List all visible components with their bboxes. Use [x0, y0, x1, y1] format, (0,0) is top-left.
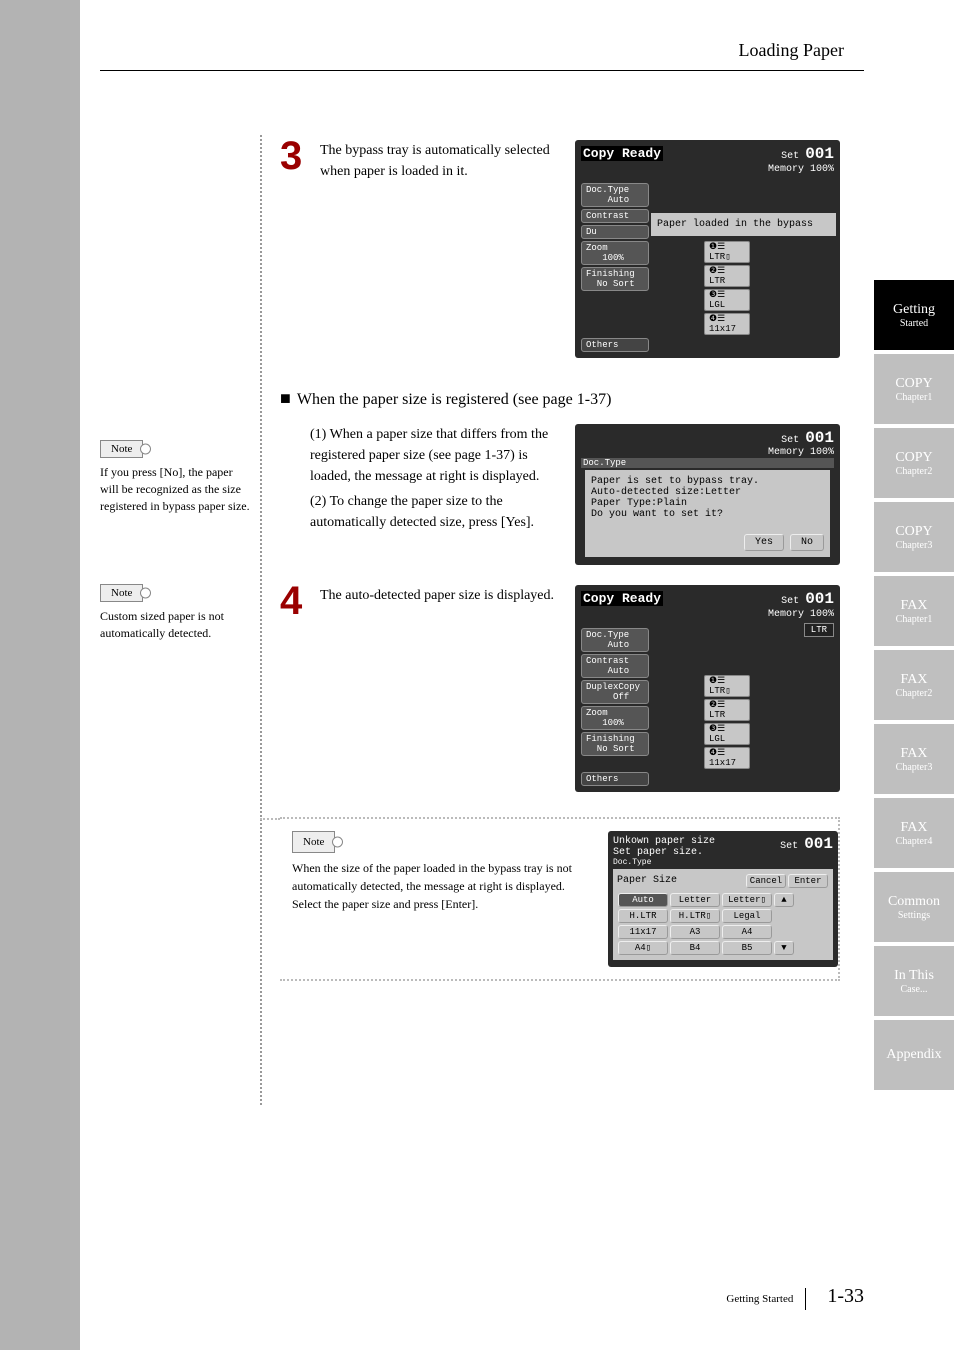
lcd-others-btn: Others — [581, 772, 649, 786]
lcd-side-btn: DuplexCopy Off — [581, 680, 649, 704]
sub-text: (2) To change the paper size to the auto… — [310, 491, 565, 533]
lcd-side-btn: Finishing No Sort — [581, 267, 649, 291]
lcd-memory: Memory 100% — [768, 447, 834, 458]
lcd-tray: ❶☰ LTR▯ — [704, 675, 750, 697]
note-text: Select the paper size and press [Enter]. — [292, 895, 598, 913]
size-option: A4▯ — [618, 941, 668, 955]
size-option: A3 — [670, 925, 720, 939]
size-option: Auto — [618, 893, 668, 907]
lcd-side-btn: Doc.Type Auto — [581, 183, 649, 207]
chapter-tab[interactable]: COPYChapter1 — [874, 354, 954, 424]
lcd-tray: ❹☰ 11x17 — [704, 747, 750, 769]
lcd-size-badge: LTR — [804, 623, 834, 637]
chapter-tab[interactable]: FAXChapter2 — [874, 650, 954, 720]
enter-button: Enter — [788, 874, 828, 888]
lcd-tray: ❸☰ LGL — [704, 723, 750, 745]
chapter-tab[interactable]: FAXChapter1 — [874, 576, 954, 646]
chapter-tab[interactable]: Appendix — [874, 1020, 954, 1090]
note-label: Note — [292, 831, 335, 854]
chapter-tab[interactable]: FAXChapter3 — [874, 724, 954, 794]
lcd-set-label: Set — [781, 151, 799, 162]
lcd-set-label: Set — [781, 435, 799, 446]
chapter-tab[interactable]: GettingStarted — [874, 280, 954, 350]
footer: Getting Started 1-33 — [726, 1285, 864, 1310]
size-option: Legal — [722, 909, 772, 923]
lcd-message: Paper loaded in the bypass — [651, 213, 836, 236]
lcd-memory: Memory 100% — [768, 164, 834, 175]
lcd-side-btn: Contrast Auto — [581, 654, 649, 678]
lcd-count: 001 — [805, 145, 834, 163]
lcd-tray: ❸☰ LGL — [704, 289, 750, 311]
up-arrow: ▲ — [774, 893, 794, 907]
lcd-side-btn: Finishing No Sort — [581, 732, 649, 756]
lcd-title: Copy Ready — [581, 591, 663, 606]
lcd-tray: ❷☰ LTR — [704, 265, 750, 287]
note-label: Note — [100, 440, 143, 458]
lcd-screen: Copy Ready Set 001 Memory 100% Doc.Type … — [575, 140, 840, 358]
sub-text: (1) When a paper size that differs from … — [310, 424, 565, 487]
lcd-screen: Set 001 Memory 100% Doc.Type Paper is se… — [575, 424, 840, 566]
lcd-side-btn: Zoom 100% — [581, 706, 649, 730]
lcd-tray: ❹☰ 11x17 — [704, 313, 750, 335]
lcd-count: 001 — [805, 429, 834, 447]
step-text: The bypass tray is automatically selecte… — [320, 140, 565, 358]
lcd-side-btn: Du — [581, 225, 649, 239]
step-number: 4 — [280, 585, 320, 792]
lcd-side-btn: Contrast — [581, 209, 649, 223]
lcd-tray: ❶☰ LTR▯ — [704, 241, 750, 263]
size-option: A4 — [722, 925, 772, 939]
lcd-side-btn: Doc.Type Auto — [581, 628, 649, 652]
note-label: Note — [100, 584, 143, 602]
page-header: Loading Paper — [739, 40, 844, 61]
size-option: Letter▯ — [722, 893, 772, 907]
chapter-tabs: GettingStartedCOPYChapter1COPYChapter2CO… — [874, 280, 954, 1094]
step-text: The auto-detected paper size is displaye… — [320, 585, 565, 792]
lcd-side-btn: Zoom 100% — [581, 241, 649, 265]
size-option: B4 — [670, 941, 720, 955]
size-option: H.LTR — [618, 909, 668, 923]
size-option: Letter — [670, 893, 720, 907]
note-text: Custom sized paper is not automatically … — [100, 608, 250, 642]
chapter-tab[interactable]: FAXChapter4 — [874, 798, 954, 868]
no-button: No — [790, 534, 824, 551]
lcd-tray: ❷☰ LTR — [704, 699, 750, 721]
down-arrow: ▼ — [774, 941, 794, 955]
lcd-screen: Copy Ready Set 001 Memory 100% Doc.Type … — [575, 585, 840, 792]
lcd-screen: Unkown paper size Set paper size. Doc.Ty… — [608, 831, 838, 967]
step-number: 3 — [280, 140, 320, 358]
left-margin — [0, 0, 80, 1350]
note-text: If you press [No], the paper will be rec… — [100, 464, 250, 514]
section-heading: ■When the paper size is registered (see … — [280, 388, 840, 409]
cancel-button: Cancel — [746, 874, 786, 888]
chapter-tab[interactable]: CommonSettings — [874, 872, 954, 942]
chapter-tab[interactable]: In ThisCase... — [874, 946, 954, 1016]
yes-button: Yes — [744, 534, 784, 551]
lcd-others-btn: Others — [581, 338, 649, 352]
header-rule — [100, 70, 864, 71]
size-option: H.LTR▯ — [670, 909, 720, 923]
size-option: B5 — [722, 941, 772, 955]
lcd-title: Copy Ready — [581, 146, 663, 161]
chapter-tab[interactable]: COPYChapter2 — [874, 428, 954, 498]
chapter-tab[interactable]: COPYChapter3 — [874, 502, 954, 572]
size-option: 11x17 — [618, 925, 668, 939]
note-text: When the size of the paper loaded in the… — [292, 859, 598, 895]
dotted-border — [260, 135, 262, 1105]
inline-note-box: Note When the size of the paper loaded i… — [280, 817, 840, 981]
